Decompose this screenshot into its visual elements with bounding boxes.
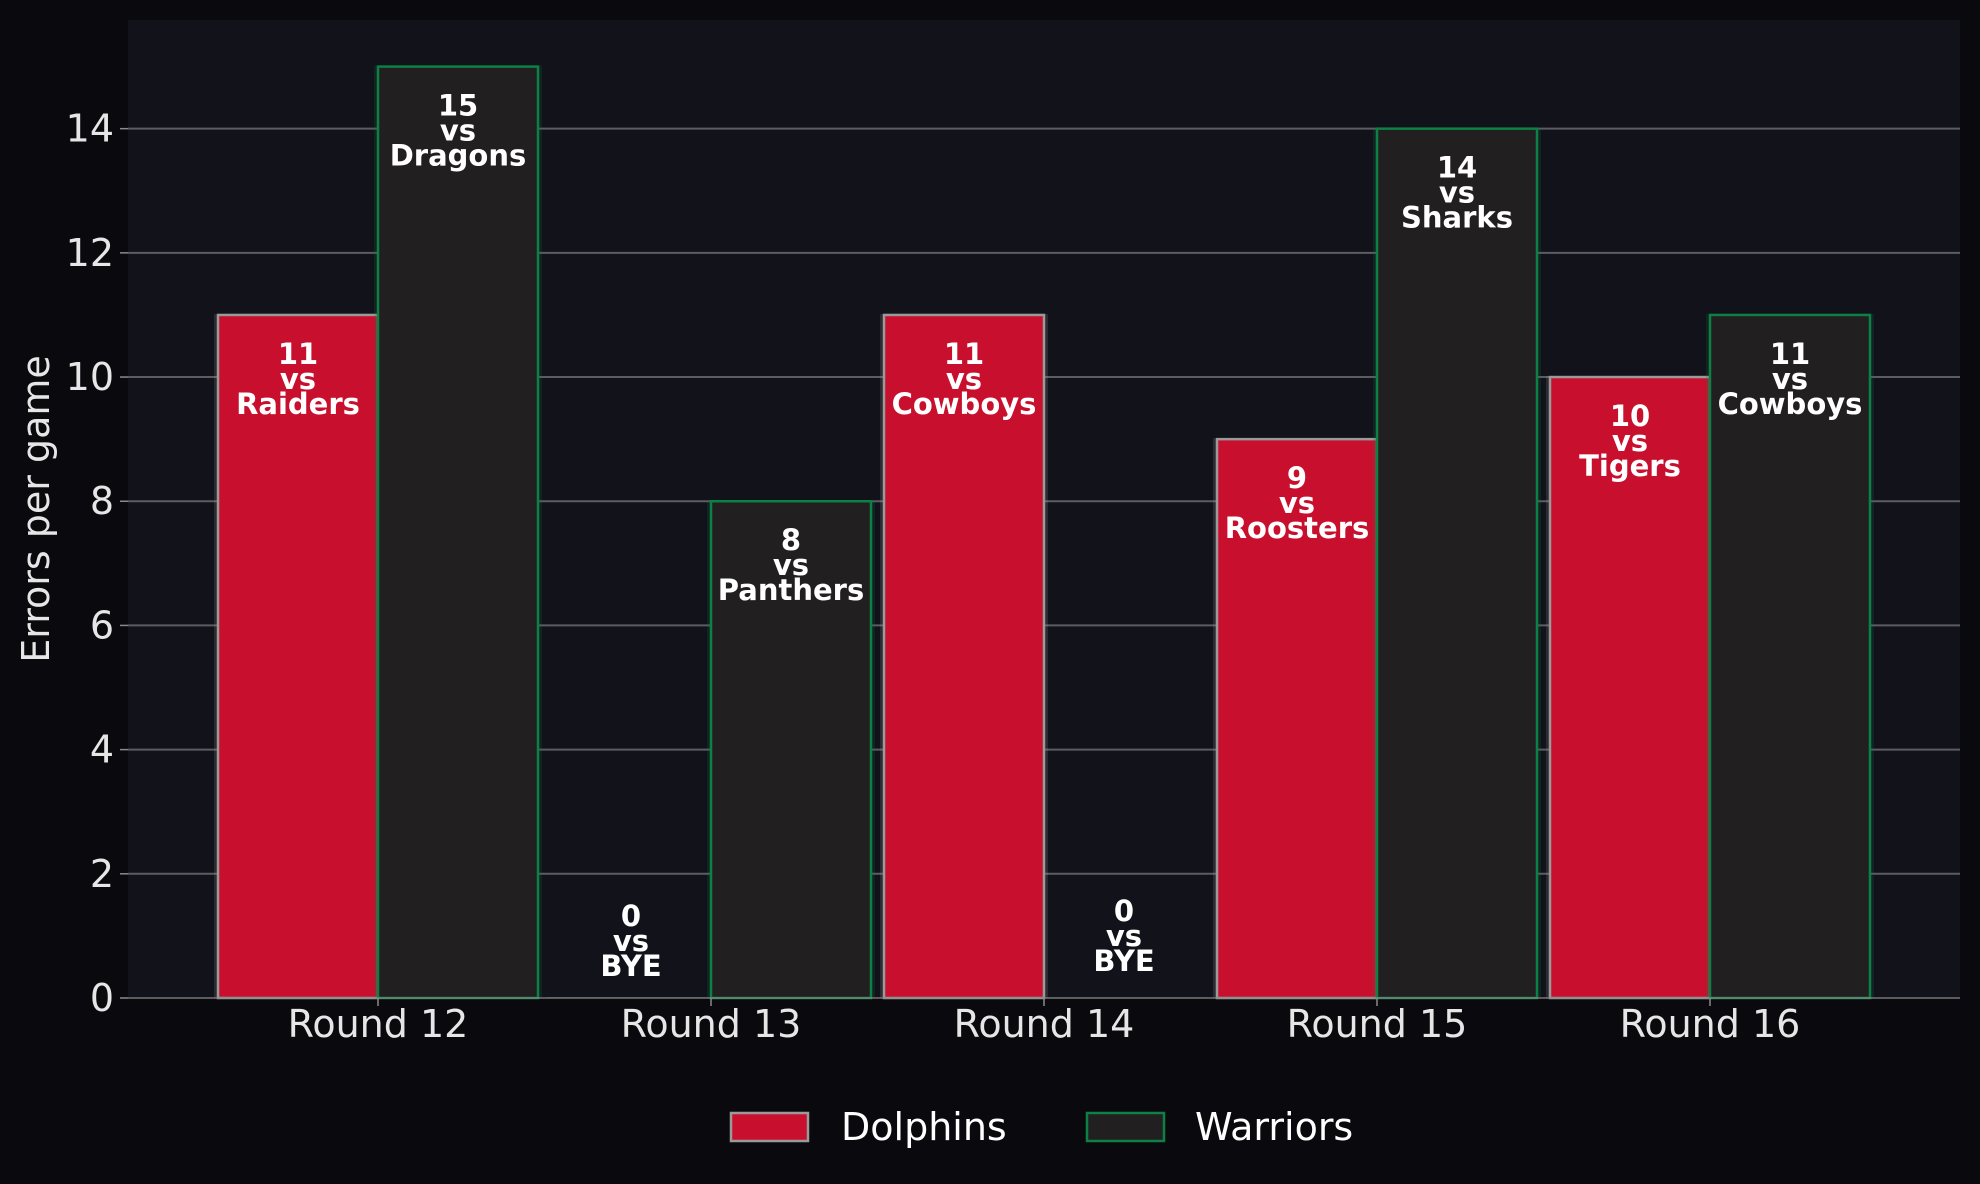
x-tick-label: Round 13 [621, 1002, 802, 1046]
bar-label-line: 14 [1437, 151, 1477, 185]
bar-label-line: vs [613, 924, 649, 958]
x-tick-label: Round 15 [1287, 1002, 1468, 1046]
dolphins-bar [1548, 375, 1712, 1000]
dolphins-bar [1215, 437, 1379, 1000]
x-tick-label: Round 14 [954, 1002, 1135, 1046]
bar-label-line: 8 [781, 523, 801, 557]
bar-label-line: vs [1279, 486, 1315, 520]
warriors-legend-swatch [1085, 1111, 1166, 1143]
bar-label-line: Cowboys [1718, 387, 1863, 421]
warriors-legend-label: Warriors [1195, 1105, 1353, 1149]
bar-label-line: 15 [438, 89, 478, 123]
bar-label-line: BYE [600, 949, 661, 983]
warriors-bar [1708, 313, 1872, 1000]
bars [214, 65, 1874, 1000]
bar-label-line: 9 [1287, 461, 1307, 495]
bar-label-line: 11 [944, 337, 984, 371]
bar-label-line: BYE [1093, 944, 1154, 978]
bar-label-line: 0 [621, 899, 641, 933]
x-tick-label: Round 16 [1620, 1002, 1801, 1046]
warriors-bar [376, 65, 540, 1000]
bar-labels: 11vsRaiders0vsBYE11vsCowboys9vsRoosters1… [236, 89, 1862, 983]
bar-label-line: vs [946, 362, 982, 396]
bar-label-line: vs [1106, 919, 1142, 953]
legend: Dolphins Warriors [729, 1105, 1353, 1149]
warriors-bar [709, 499, 873, 1000]
bar-label-line: Tigers [1579, 449, 1681, 483]
bar-label-line: 10 [1610, 399, 1650, 433]
bar-label-line: 0 [1114, 894, 1134, 928]
warriors-bar [1375, 127, 1539, 1000]
bar-label-line: 11 [278, 337, 318, 371]
x-tick-label: Round 12 [288, 1002, 469, 1046]
bar-label-line: 11 [1770, 337, 1810, 371]
y-tick-label: 6 [90, 603, 114, 647]
bar-label-line: Sharks [1401, 201, 1513, 235]
bar-label-line: Panthers [718, 573, 864, 607]
y-tick-label: 14 [66, 107, 114, 151]
y-axis-ticks: 0 2 4 6 8 10 12 14 [66, 107, 128, 1020]
y-tick-label: 0 [90, 976, 114, 1020]
dolphins-legend-label: Dolphins [841, 1105, 1007, 1149]
bar-label-line: Roosters [1225, 511, 1370, 545]
dolphins-bar [882, 313, 1046, 1000]
y-tick-label: 4 [90, 728, 114, 772]
bar-label-line: Cowboys [892, 387, 1037, 421]
y-tick-label: 12 [66, 231, 114, 275]
bar-label-line: vs [1612, 424, 1648, 458]
bar-label-line: vs [440, 114, 476, 148]
bar-label-line: Raiders [236, 387, 360, 421]
y-tick-label: 2 [90, 852, 114, 896]
y-axis-title: Errors per game [14, 355, 58, 663]
bar-label-line: vs [280, 362, 316, 396]
dolphins-legend-swatch [729, 1111, 810, 1143]
x-axis-ticks: Round 12 Round 13 Round 14 Round 15 Round 16 [288, 998, 1801, 1046]
bar-label-line: Dragons [390, 139, 527, 173]
bar-label-line: vs [1439, 176, 1475, 210]
bar-label-line: vs [1772, 362, 1808, 396]
y-tick-label: 10 [66, 355, 114, 399]
dolphins-bar [216, 313, 380, 1000]
bar-label-line: vs [773, 548, 809, 582]
y-tick-label: 8 [90, 479, 114, 523]
